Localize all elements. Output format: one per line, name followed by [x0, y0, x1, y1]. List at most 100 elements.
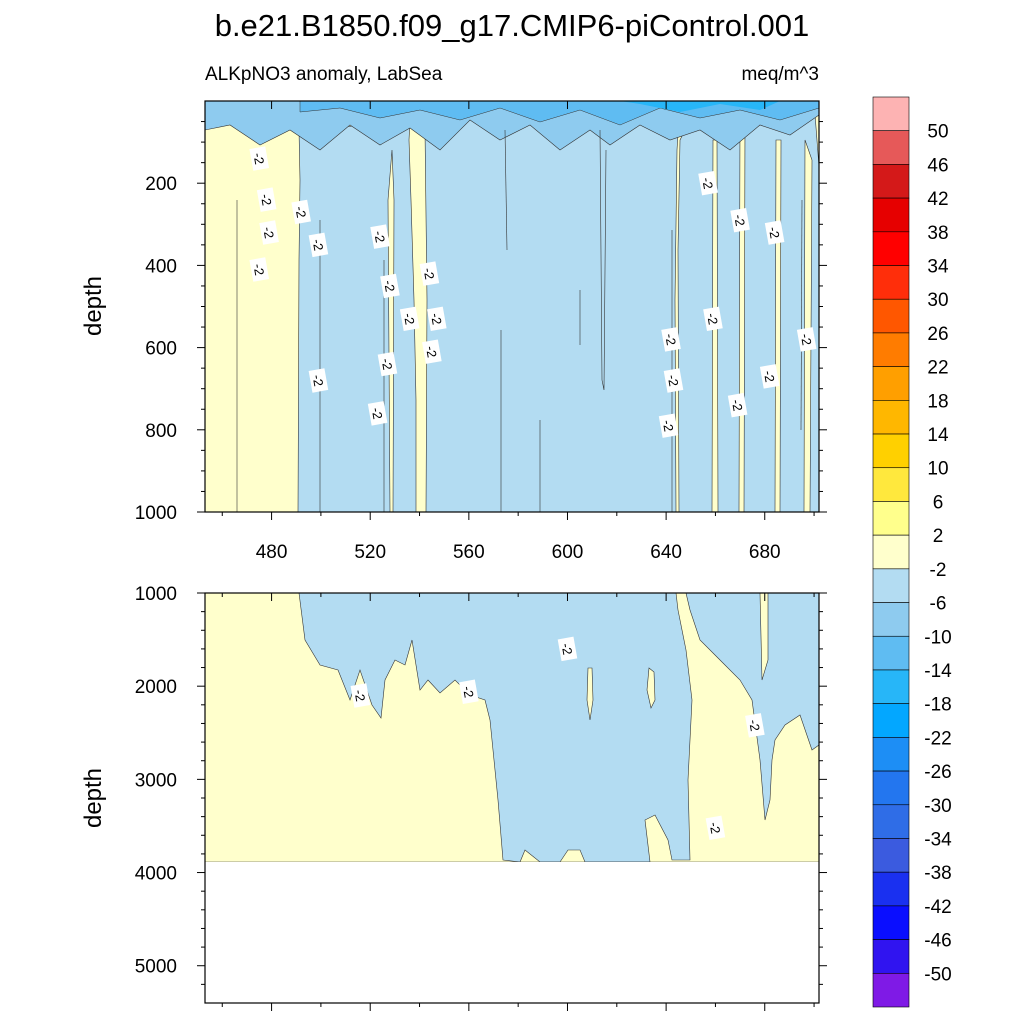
colorbar-swatch — [872, 467, 910, 502]
colorbar-swatch — [872, 433, 910, 469]
contour-label-text: -2 — [460, 685, 477, 699]
contour-label-bg — [745, 713, 765, 738]
contour-label: -2 — [259, 220, 279, 245]
contour-label-text: -2 — [371, 230, 388, 244]
contour-label: -2 — [698, 170, 718, 196]
contour-label: -2 — [745, 713, 765, 738]
contour-label-text: -2 — [369, 406, 386, 420]
colorbar-label: 30 — [927, 290, 948, 311]
upper-panel: -2 -2 -2 -2 -2 -2 -2 -2 -2 -2 -2 -2 -2 -2 -2 -2 -2 -2 -2 -2… — [80, 100, 827, 563]
contour-label: -2 — [367, 401, 388, 426]
contour-label-bg — [703, 306, 723, 332]
colorbar-swatch — [872, 770, 910, 806]
colorbar-swatch — [872, 905, 910, 940]
contour-label-text: -2 — [351, 689, 368, 703]
colorbar-label: -42 — [924, 897, 951, 918]
contour-label-bg — [367, 401, 388, 426]
contour-label-bg — [256, 187, 277, 212]
upper-deep-finger — [504, 129, 508, 251]
colorbar-swatch — [872, 197, 910, 233]
contour-label-bg — [796, 327, 817, 352]
colorbar-swatch — [872, 939, 910, 974]
colorbar-swatch — [872, 568, 910, 603]
y-tick-label: 200 — [145, 174, 177, 195]
colorbar-swatch — [872, 804, 910, 839]
lower-positive-pocket — [646, 667, 656, 709]
colorbar-label: 18 — [927, 391, 948, 412]
contour-label: -2 — [399, 306, 420, 332]
lower-panel: -2 -2 -2 -2 -2 1000 2000 3000 4000 5000 depth — [80, 584, 827, 1011]
contour-label-bg — [727, 392, 748, 418]
contour-label: -2 — [380, 273, 400, 299]
colorbar-label: 2 — [933, 526, 944, 547]
colorbar-swatch — [872, 669, 910, 704]
colorbar-label: 38 — [927, 223, 948, 244]
lower-x-axis — [221, 593, 815, 1011]
contour-label-bg — [259, 220, 279, 245]
upper-contour-labels: -2 -2 -2 -2 -2 -2 -2 -2 -2 -2 -2 -2 -2 -2 -2 -2 -2 -2 -2 -2… — [249, 146, 817, 438]
contour-label-bg — [557, 636, 578, 662]
colorbar-swatch — [872, 298, 910, 334]
colorbar-label: -30 — [924, 796, 951, 817]
contour-label-text: -2 — [310, 238, 327, 252]
contour-label-bg — [661, 327, 681, 352]
contour-label: -2 — [703, 306, 723, 332]
upper-negative-region — [424, 101, 681, 512]
y-tick-label: 1000 — [135, 584, 177, 605]
contour-label-text: -2 — [766, 226, 783, 240]
colorbar-label: 22 — [927, 358, 948, 379]
contour-label-bg — [308, 232, 329, 258]
x-tick-label: 560 — [453, 542, 485, 563]
contour-label-bg — [759, 364, 780, 389]
upper-surface-band — [205, 101, 819, 151]
colorbar-label: -22 — [924, 728, 951, 749]
lower-negative-region — [685, 593, 819, 821]
contour-label: -2 — [658, 413, 679, 438]
contour-label-text: -2 — [250, 263, 267, 277]
colorbar-label: 42 — [927, 189, 948, 210]
contour-label-bg — [663, 368, 684, 393]
contour-label-text: -2 — [258, 193, 275, 207]
y-tick-label: 5000 — [135, 957, 177, 978]
colorbar-label: -14 — [924, 661, 952, 682]
upper-positive-strip — [803, 139, 813, 512]
contour-label: -2 — [459, 679, 479, 704]
upper-surface-band — [620, 101, 780, 112]
contour-label: -2 — [661, 327, 681, 352]
contour-label-text: -2 — [250, 152, 267, 166]
contour-label-bg — [698, 170, 718, 196]
y-tick-label: 800 — [145, 421, 177, 442]
contour-label-text: -2 — [798, 332, 815, 346]
contour-label-bg — [399, 306, 420, 332]
contour-label: -2 — [249, 257, 270, 282]
colorbar-label: -18 — [924, 695, 951, 716]
contour-label: -2 — [764, 220, 785, 245]
colorbar-label: -34 — [924, 829, 952, 850]
contour-label-text: -2 — [704, 312, 721, 326]
contour-label-text: -2 — [423, 345, 440, 359]
contour-label-bg — [291, 199, 311, 225]
contour-label: -2 — [796, 327, 817, 352]
contour-label-text: -2 — [421, 267, 438, 281]
colorbar-swatch — [872, 231, 910, 266]
contour-label: -2 — [557, 636, 578, 662]
contour-label-bg — [380, 273, 400, 299]
upper-y-axis-label: depth — [80, 276, 107, 336]
colorbar-swatch — [872, 400, 910, 435]
contour-label-text: -2 — [381, 279, 398, 293]
lower-y-axis: 1000 2000 3000 4000 5000 — [135, 584, 827, 985]
colorbar-swatch — [872, 871, 910, 907]
colorbar: 50 46 42 38 34 30 26 22 18 14 10 6 2 -2 -6 -10 -14 -18 -22… — [872, 96, 952, 1008]
contour-label-bg — [370, 224, 390, 249]
y-tick-label: 3000 — [135, 770, 177, 791]
contour-label-bg — [422, 339, 442, 364]
colorbar-swatch — [872, 534, 910, 570]
colorbar-label: 46 — [927, 155, 948, 176]
contour-label-text: -2 — [401, 312, 418, 326]
colorbar-swatch — [872, 366, 910, 401]
y-tick-label: 4000 — [135, 864, 177, 885]
contour-label-text: -2 — [665, 374, 682, 388]
contour-label: -2 — [291, 199, 311, 225]
upper-negative-region — [297, 101, 819, 512]
contour-label-bg — [658, 413, 679, 438]
